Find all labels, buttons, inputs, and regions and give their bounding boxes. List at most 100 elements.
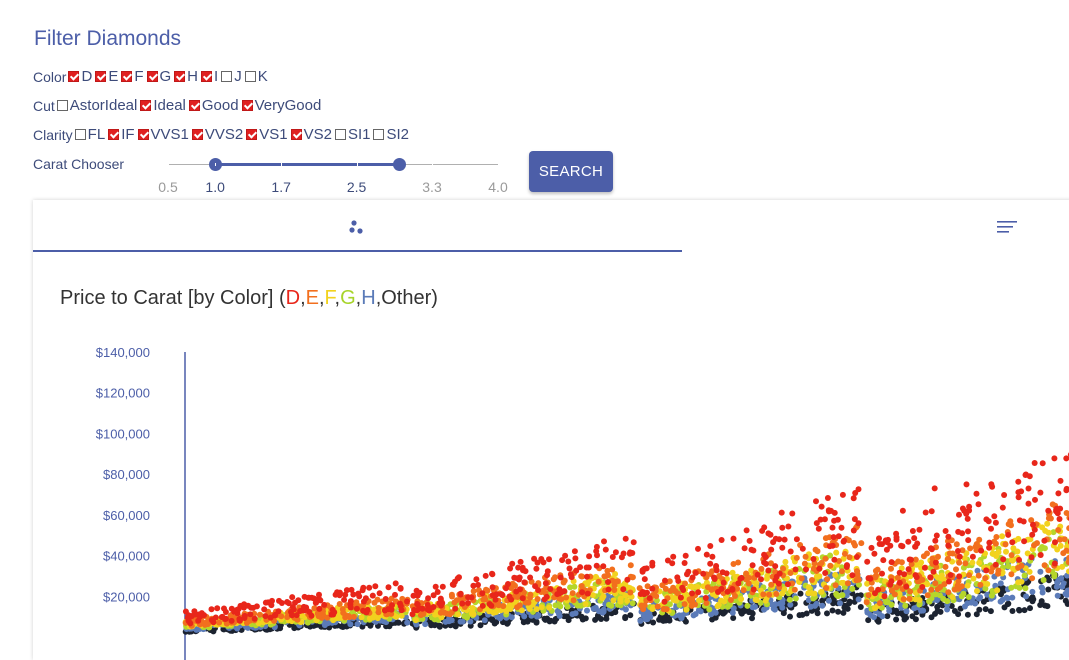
scatter-point-f xyxy=(538,604,545,611)
scatter-point-d xyxy=(750,547,757,554)
scatter-point-other xyxy=(884,613,891,620)
scatter-point-other xyxy=(955,611,962,618)
scatter-point-d xyxy=(342,591,349,598)
carat-max-handle[interactable] xyxy=(393,158,406,171)
scatter-point-h xyxy=(886,607,893,614)
scatter-point-h xyxy=(600,608,607,615)
scatter-point-other xyxy=(814,610,821,617)
scatter-point-e xyxy=(500,603,507,610)
scatter-point-d xyxy=(584,590,591,597)
clarity-checkbox-vs2[interactable] xyxy=(290,129,302,140)
scatter-point-e xyxy=(294,616,301,623)
scatter-point-d xyxy=(735,580,742,587)
clarity-option-if[interactable]: IF xyxy=(107,126,135,143)
scatter-point-d xyxy=(432,583,439,590)
cut-checkbox-ideal[interactable] xyxy=(140,100,152,111)
color-checkbox-d[interactable] xyxy=(68,71,80,82)
color-checkbox-e[interactable] xyxy=(95,71,107,82)
scatter-point-h xyxy=(961,603,968,610)
scatter-point-e xyxy=(873,572,879,579)
color-option-k[interactable]: K xyxy=(244,68,268,85)
color-checkbox-i[interactable] xyxy=(201,71,213,82)
clarity-checkbox-si1[interactable] xyxy=(334,129,346,140)
cut-checkbox-astorideal[interactable] xyxy=(56,100,68,111)
scatter-point-f xyxy=(1014,548,1021,555)
color-option-j[interactable]: J xyxy=(220,68,242,85)
search-button[interactable]: SEARCH xyxy=(529,151,613,192)
color-checkbox-h[interactable] xyxy=(174,71,186,82)
cut-checkbox-verygood[interactable] xyxy=(241,100,253,111)
scatter-point-d xyxy=(843,564,850,570)
scatter-point-d xyxy=(579,589,586,596)
color-checkbox-k[interactable] xyxy=(244,71,256,82)
clarity-checkbox-vvs2[interactable] xyxy=(191,129,203,140)
clarity-checkbox-vs1[interactable] xyxy=(246,129,258,140)
scatter-point-e xyxy=(945,589,952,596)
scatter-point-e xyxy=(1029,575,1036,582)
scatter-point-d xyxy=(928,508,935,515)
scatter-point-d xyxy=(649,585,656,592)
scatter-point-d xyxy=(720,579,727,586)
clarity-option-vvs2[interactable]: VVS2 xyxy=(191,126,243,143)
scatter-point-d xyxy=(331,609,338,616)
scatter-point-d xyxy=(850,527,857,534)
color-option-i[interactable]: I xyxy=(200,68,218,85)
color-checkbox-j[interactable] xyxy=(221,71,233,82)
color-option-e[interactable]: E xyxy=(94,68,118,85)
clarity-option-vvs1[interactable]: VVS1 xyxy=(137,126,189,143)
scatter-point-e xyxy=(570,597,577,604)
scatter-point-d xyxy=(275,608,282,615)
scatter-plot-icon[interactable] xyxy=(347,217,369,237)
scatter-point-f xyxy=(738,596,745,602)
scatter-point-f xyxy=(924,581,931,588)
scatter-point-g xyxy=(676,602,683,608)
cut-checkbox-good[interactable] xyxy=(188,100,200,111)
scatter-point-h xyxy=(837,600,843,607)
color-option-d[interactable]: D xyxy=(67,68,92,85)
scatter-point-f xyxy=(393,613,400,620)
scatter-point-h xyxy=(974,567,981,574)
scatter-point-g xyxy=(557,603,564,610)
color-option-h[interactable]: H xyxy=(173,68,198,85)
chart-title-part: H xyxy=(361,287,375,309)
carat-range-slider[interactable] xyxy=(168,158,499,171)
scatter-point-d xyxy=(921,564,928,571)
scatter-point-other xyxy=(799,611,806,618)
clarity-option-si2[interactable]: SI2 xyxy=(372,126,409,143)
clarity-option-vs1[interactable]: VS1 xyxy=(245,126,288,143)
color-option-g[interactable]: G xyxy=(146,68,171,85)
scatter-point-other xyxy=(1044,603,1051,610)
scatter-point-d xyxy=(334,589,341,596)
scatter-point-other xyxy=(730,615,737,621)
scatter-point-d xyxy=(1029,531,1036,538)
slider-tick-label: 1.0 xyxy=(205,179,225,195)
menu-lines-icon[interactable] xyxy=(996,219,1018,235)
scatter-point-d xyxy=(1020,518,1027,525)
scatter-point-d xyxy=(669,560,676,567)
clarity-checkbox-fl[interactable] xyxy=(74,129,86,140)
color-checkbox-g[interactable] xyxy=(146,71,158,82)
scatter-point-d xyxy=(931,485,938,492)
clarity-option-vs2[interactable]: VS2 xyxy=(290,126,332,143)
cut-option-astorideal[interactable]: AstorIdeal xyxy=(56,97,137,114)
scatter-point-e xyxy=(945,555,952,562)
cut-option-ideal[interactable]: Ideal xyxy=(139,97,186,114)
clarity-option-si1[interactable]: SI1 xyxy=(334,126,370,143)
scatter-point-d xyxy=(966,503,973,510)
scatter-point-e xyxy=(924,592,931,599)
clarity-checkbox-if[interactable] xyxy=(108,129,120,140)
scatter-point-e xyxy=(801,560,808,567)
color-checkbox-f[interactable] xyxy=(121,71,133,82)
cut-option-good[interactable]: Good xyxy=(188,97,239,114)
clarity-checkbox-si2[interactable] xyxy=(373,129,385,140)
scatter-point-d xyxy=(347,598,354,605)
scatter-point-d xyxy=(535,587,542,594)
scatter-point-other xyxy=(436,623,443,630)
clarity-option-fl[interactable]: FL xyxy=(74,126,105,143)
scatter-point-d xyxy=(602,546,609,553)
scatter-point-d xyxy=(517,558,524,565)
cut-option-verygood[interactable]: VeryGood xyxy=(241,97,321,114)
clarity-checkbox-vvs1[interactable] xyxy=(137,129,149,140)
scatter-point-d xyxy=(577,564,584,571)
color-option-f[interactable]: F xyxy=(120,68,144,85)
